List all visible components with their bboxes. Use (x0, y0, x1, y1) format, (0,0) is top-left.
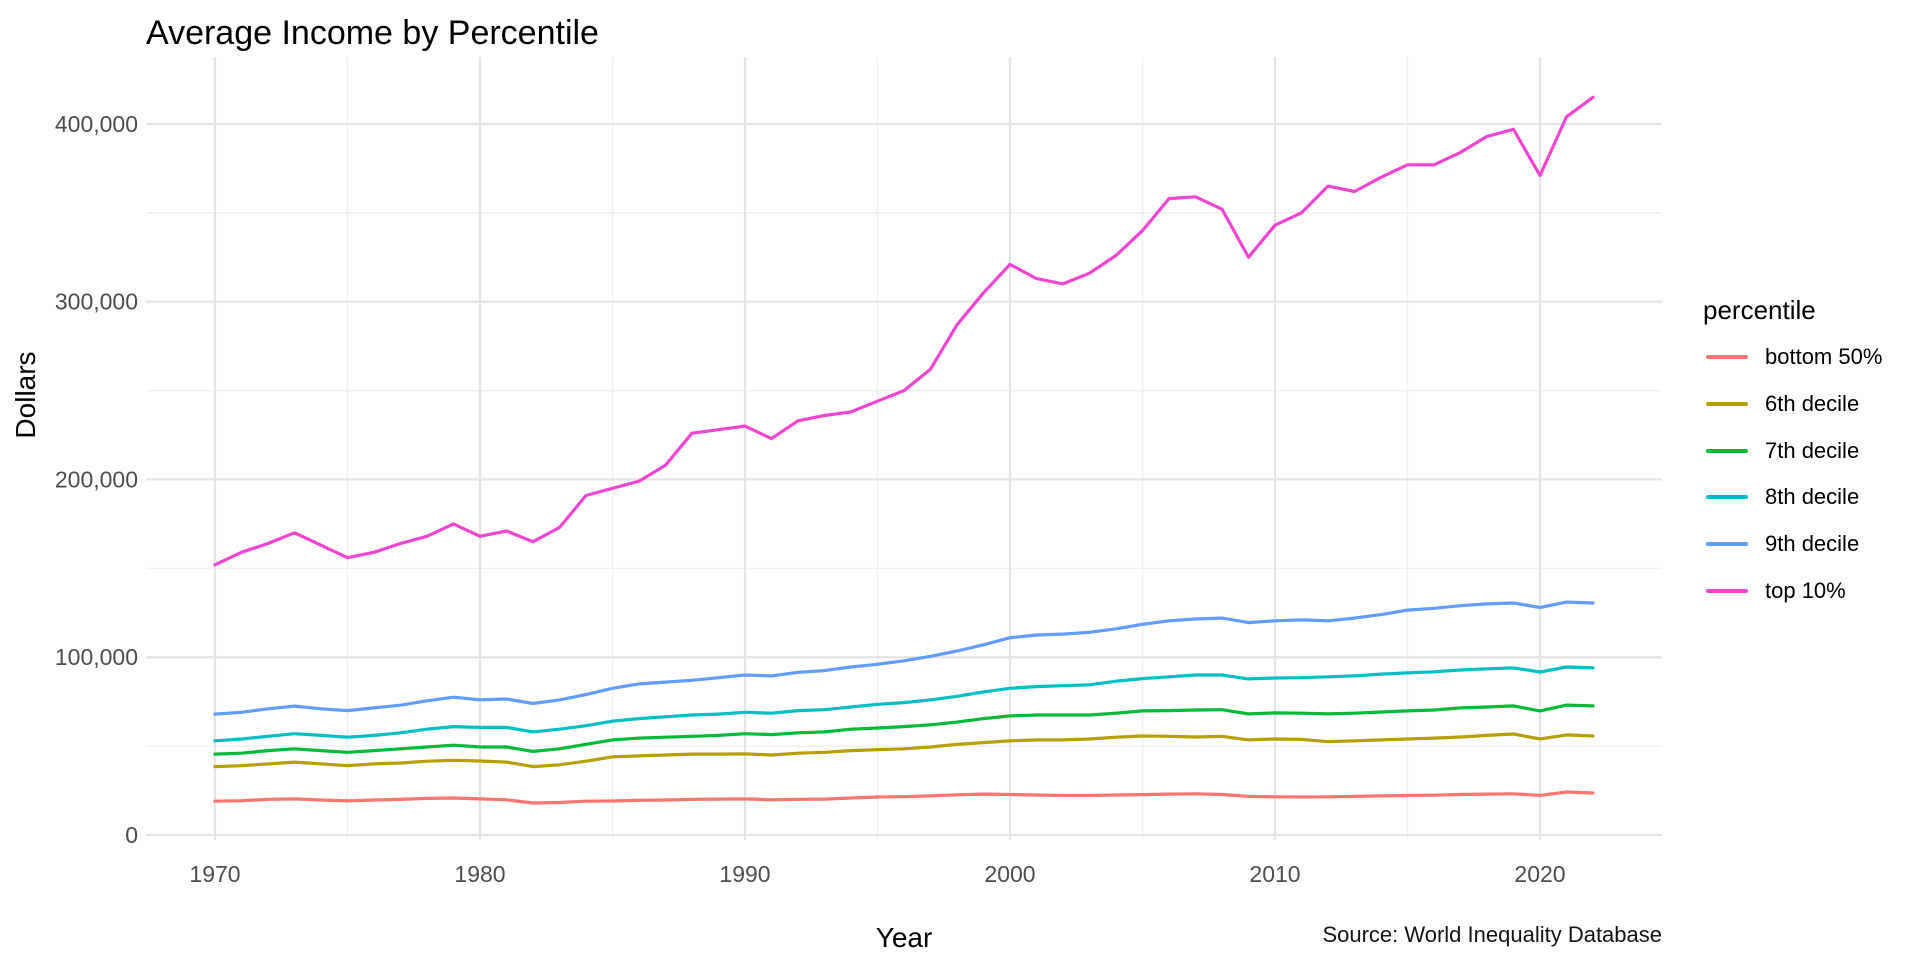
legend-item-label: bottom 50% (1765, 344, 1883, 369)
legend-key-line (1706, 449, 1748, 453)
y-tick-label: 400,000 (55, 111, 138, 137)
legend-item-6th-decile: 6th decile (1706, 391, 1859, 417)
legend-item-label: 7th decile (1765, 438, 1860, 463)
gridlines-minor (146, 57, 1662, 840)
x-tick-label: 2020 (1514, 861, 1565, 887)
y-tick-label: 200,000 (55, 466, 138, 492)
x-tick-label: 1990 (719, 861, 770, 887)
x-tick-label: 1980 (454, 861, 505, 887)
legend-item-label: 6th decile (1765, 391, 1860, 416)
y-tick-label: 300,000 (55, 289, 138, 315)
y-tick-label: 0 (125, 822, 138, 848)
legend-item-label: 8th decile (1765, 484, 1860, 509)
legend-item-bottom-50%: bottom 50% (1706, 344, 1882, 370)
series-line-6th-decile (213, 732, 1595, 769)
series-lines (213, 95, 1595, 805)
legend-item-label: top 10% (1765, 578, 1846, 603)
legend-key-line (1706, 542, 1748, 546)
series-line-bottom-50% (213, 790, 1595, 805)
x-tick-label: 1970 (189, 861, 240, 887)
legend-key-line (1706, 495, 1748, 499)
x-axis-tick-labels: 1970 1980 1990 2000 2010 2020 (189, 861, 1565, 887)
y-axis-title: Dollars (10, 351, 41, 439)
x-tick-label: 2010 (1249, 861, 1300, 887)
chart-title: Average Income by Percentile (146, 14, 599, 52)
x-tick-label: 2000 (984, 861, 1035, 887)
y-axis-tick-labels: 0 100,000 200,000 300,000 400,000 (55, 111, 138, 848)
series-line-8th-decile (213, 665, 1595, 743)
legend-key-line (1706, 402, 1748, 406)
x-axis-title: Year (875, 922, 933, 953)
legend-item-9th-decile: 9th decile (1706, 531, 1859, 557)
legend-item-7th-decile: 7th decile (1706, 438, 1859, 464)
gridlines-major (146, 57, 1662, 840)
series-line-7th-decile (213, 703, 1595, 756)
legend-item-label: 9th decile (1765, 531, 1860, 556)
y-tick-label: 100,000 (55, 644, 138, 670)
series-line-9th-decile (213, 600, 1595, 716)
series-line-top-10% (213, 95, 1595, 567)
chart-caption: Source: World Inequality Database (1322, 922, 1662, 947)
legend-key-line (1706, 589, 1748, 593)
legend-item-top-10%: top 10% (1706, 578, 1846, 604)
legend-key-line (1706, 355, 1748, 359)
legend-title: percentile (1703, 295, 1816, 325)
legend-item-8th-decile: 8th decile (1706, 484, 1859, 510)
